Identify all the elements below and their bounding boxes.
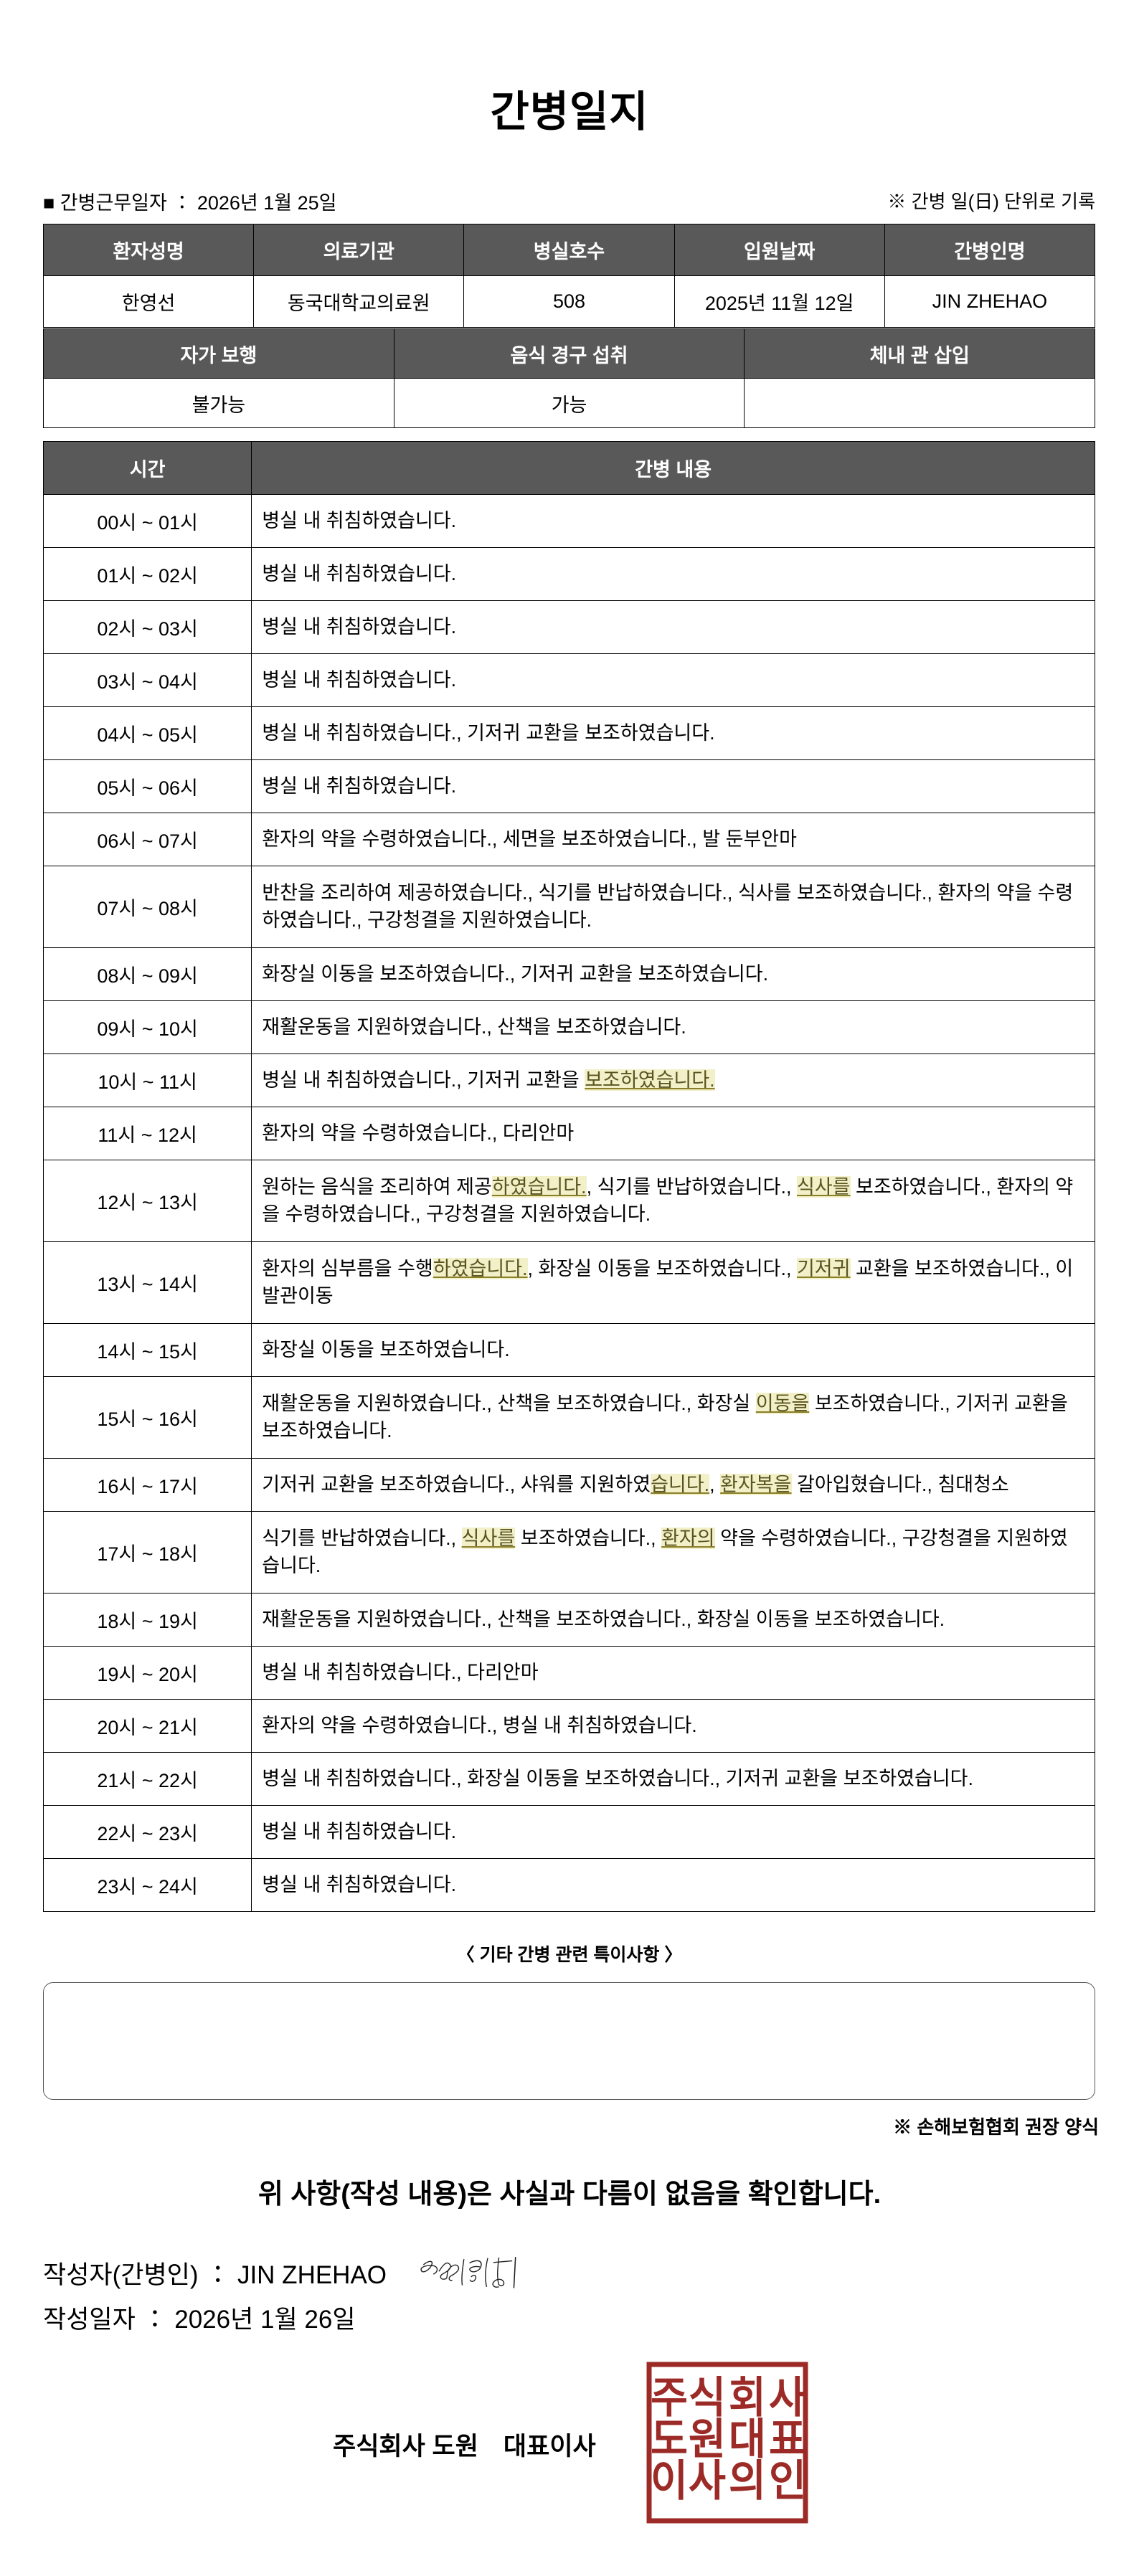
svg-text:인: 인 (769, 2457, 806, 2505)
svg-text:표: 표 (769, 2415, 806, 2463)
svg-text:의: 의 (729, 2457, 766, 2505)
svg-text:도: 도 (651, 2415, 688, 2463)
svg-text:대: 대 (729, 2415, 766, 2463)
svg-text:식: 식 (689, 2374, 726, 2422)
svg-text:사: 사 (689, 2457, 726, 2505)
svg-text:원: 원 (689, 2415, 726, 2463)
svg-text:사: 사 (769, 2374, 806, 2422)
svg-text:회: 회 (729, 2374, 766, 2422)
svg-text:이: 이 (651, 2457, 688, 2505)
svg-text:주: 주 (651, 2374, 688, 2422)
